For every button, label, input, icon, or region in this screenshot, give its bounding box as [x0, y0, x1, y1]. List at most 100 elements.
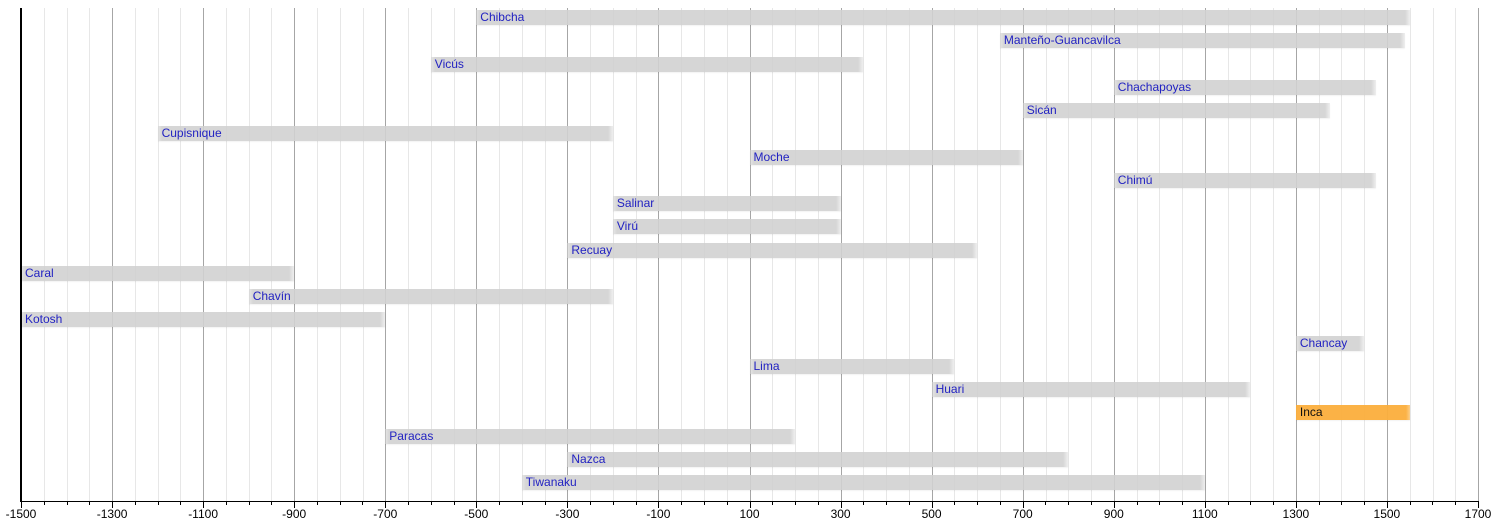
axis-tick-minor	[954, 502, 955, 505]
timeline-bar-viru: Virú	[612, 219, 841, 235]
gridline-major	[476, 8, 478, 501]
axis-tick-label: 700	[1012, 507, 1033, 521]
culture-label-caral: Caral	[25, 265, 54, 280]
axis-tick-label: -1300	[96, 507, 128, 521]
gridline-minor	[157, 8, 159, 501]
gridline-minor	[1432, 8, 1434, 501]
axis-tick-minor	[135, 502, 136, 505]
axis-tick-label: -1500	[5, 507, 37, 521]
gridline-minor	[453, 8, 455, 501]
culture-label-salinar: Salinar	[616, 196, 655, 210]
timeline-bar-chachapoyas: Chachapoyas	[1113, 79, 1376, 95]
culture-label-chavin: Chavín	[252, 289, 291, 303]
gridline-minor	[1227, 8, 1229, 501]
timeline-bar-salinar: Salinar	[612, 196, 841, 211]
gridline-minor	[544, 8, 546, 501]
gridline-minor	[134, 8, 136, 501]
axis-tick-minor	[909, 502, 910, 505]
axis-tick-minor	[67, 502, 68, 505]
axis-tick-minor	[249, 502, 250, 505]
axis-tick-minor	[1182, 502, 1183, 505]
axis-tick-minor	[1137, 502, 1138, 505]
culture-label-huari: Huari	[935, 382, 965, 396]
gridline-minor	[362, 8, 364, 501]
gridline-minor	[248, 8, 250, 501]
axis-tick-minor	[454, 502, 455, 505]
gridline-minor	[999, 8, 1001, 501]
culture-label-sican: Sicán	[1026, 103, 1057, 117]
axis-tick-minor	[613, 502, 614, 505]
axis-tick-minor	[271, 502, 272, 505]
x-axis-line	[21, 501, 1479, 502]
timeline-bar-chimu: Chimú	[1113, 172, 1376, 188]
gridline-minor	[1409, 8, 1411, 501]
axis-tick-minor	[1091, 502, 1092, 505]
axis-tick-minor	[772, 502, 773, 505]
axis-tick-major	[294, 502, 295, 508]
timeline-bar-chancay: Chancay	[1295, 335, 1365, 351]
axis-tick-minor	[89, 502, 90, 505]
axis-tick-minor	[704, 502, 705, 505]
gridline-minor	[66, 8, 68, 501]
axis-tick-minor	[158, 502, 159, 505]
gridline-minor	[89, 8, 91, 501]
axis-tick-minor	[886, 502, 887, 505]
gridline-major	[1113, 8, 1115, 501]
axis-tick-major	[21, 502, 22, 508]
gridline-minor	[180, 8, 182, 501]
axis-tick-minor	[1455, 502, 1456, 505]
axis-tick-label: 1100	[1191, 507, 1218, 521]
gridline-minor	[499, 8, 501, 501]
axis-tick-major	[476, 502, 477, 508]
gridline-major	[1386, 8, 1388, 501]
gridline-major	[112, 8, 114, 501]
gridline-minor	[43, 8, 45, 501]
axis-tick-minor	[1045, 502, 1046, 505]
gridline-minor	[1273, 8, 1275, 501]
axis-tick-major	[1114, 502, 1115, 508]
axis-tick-major	[1478, 502, 1479, 508]
gridline-minor	[1091, 8, 1092, 501]
axis-tick-label: 300	[830, 507, 851, 521]
axis-tick-label: -300	[555, 507, 580, 521]
axis-tick-label: 500	[921, 507, 942, 521]
axis-tick-major	[932, 502, 933, 508]
culture-label-manteno-guancavilca: Manteño-Guancavilca	[1003, 33, 1121, 48]
axis-tick-minor	[1364, 502, 1365, 505]
gridline-minor	[1250, 8, 1252, 501]
axis-tick-minor	[1319, 502, 1320, 505]
axis-tick-minor	[408, 502, 409, 505]
timeline-bar-inca: Inca	[1295, 405, 1410, 421]
culture-label-recuay: Recuay	[571, 242, 613, 257]
timeline-bar-chibcha: Chibcha	[476, 10, 1410, 25]
gridline-major	[1204, 8, 1206, 501]
gridline-minor	[317, 8, 318, 501]
axis-tick-minor	[863, 502, 864, 505]
gridline-minor	[977, 8, 979, 501]
axis-tick-label: 1500	[1373, 507, 1401, 521]
culture-label-vicus: Vicús	[434, 56, 464, 71]
axis-tick-minor	[1228, 502, 1229, 505]
axis-tick-major	[841, 502, 842, 508]
axis-tick-label: 1300	[1282, 507, 1310, 521]
axis-tick-label: 100	[739, 507, 760, 521]
axis-tick-minor	[681, 502, 682, 505]
axis-tick-minor	[1341, 502, 1342, 505]
axis-tick-label: -500	[464, 507, 489, 521]
axis-tick-minor	[590, 502, 591, 505]
axis-tick-minor	[226, 502, 227, 505]
gridline-major	[203, 8, 205, 501]
gridline-major	[294, 8, 296, 501]
axis-tick-minor	[499, 502, 500, 505]
culture-label-nazca: Nazca	[571, 451, 606, 466]
timeline-bar-manteno-guancavilca: Manteño-Guancavilca	[999, 33, 1406, 49]
timeline-bar-kotosh: Kotosh	[21, 312, 386, 328]
y-axis-line	[20, 8, 22, 502]
culture-label-kotosh: Kotosh	[25, 312, 63, 327]
axis-tick-major	[658, 502, 659, 508]
axis-tick-major	[1296, 502, 1297, 508]
timeline-bar-paracas: Paracas	[385, 428, 796, 444]
timeline-bar-huari: Huari	[931, 382, 1251, 397]
